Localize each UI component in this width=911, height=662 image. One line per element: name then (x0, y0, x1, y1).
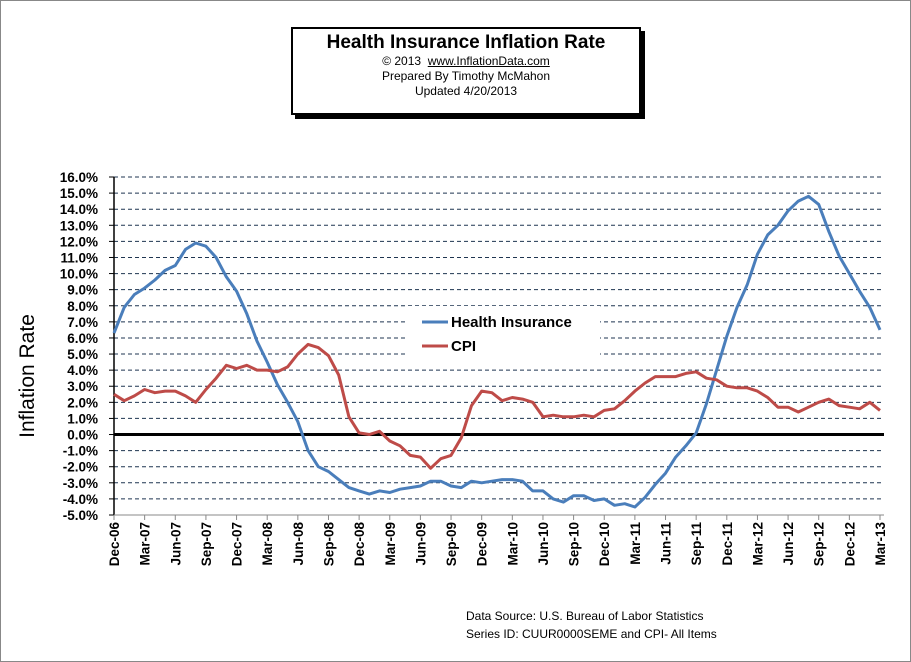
updated-date: Updated 4/20/2013 (414, 84, 518, 98)
x-tick-label: Mar-08 (260, 522, 275, 566)
x-tick-label: Dec-08 (352, 522, 367, 567)
x-tick-label: Jun-08 (291, 522, 306, 566)
y-tick-label: 14.0% (60, 202, 98, 217)
y-tick-label: 4.0% (67, 363, 98, 378)
x-tick-label: Sep-11 (689, 522, 704, 566)
y-tick-label: 0.0% (67, 428, 98, 443)
x-tick-label: Sep-10 (567, 522, 582, 566)
y-tick-label: 9.0% (67, 283, 98, 298)
x-tick-label: Dec-07 (230, 522, 245, 566)
prepared-by: Prepared By Timothy McMahon (381, 69, 551, 83)
x-tick-label: Mar-09 (383, 522, 398, 566)
y-tick-label: -5.0% (63, 508, 98, 523)
x-tick-label: Sep-07 (199, 522, 214, 566)
y-tick-label: 8.0% (67, 299, 98, 314)
x-tick-label: Mar-12 (750, 522, 765, 566)
y-tick-label: 16.0% (60, 170, 98, 185)
y-tick-label: 15.0% (60, 186, 98, 201)
x-tick-label: Jun-11 (659, 522, 674, 565)
y-tick-label: 11.0% (60, 250, 98, 265)
y-tick-label: 13.0% (60, 218, 98, 233)
y-tick-label: -3.0% (63, 476, 98, 491)
y-tick-label: 1.0% (67, 411, 98, 426)
series-line-health-insurance (112, 194, 882, 509)
copyright: © 2013 (382, 54, 422, 68)
y-tick-label: 3.0% (67, 379, 98, 394)
x-tick-label: Sep-09 (444, 522, 459, 566)
y-tick-label: 2.0% (67, 395, 98, 410)
y-tick-label: 10.0% (60, 267, 98, 282)
x-tick-label: Mar-07 (138, 522, 153, 566)
series-line-cpi (113, 342, 881, 470)
y-tick-label: 12.0% (60, 234, 98, 249)
x-tick-label: Dec-06 (107, 522, 122, 567)
y-tick-label: 6.0% (67, 331, 98, 346)
x-tick-label: Jun-12 (781, 522, 796, 566)
x-tick-label: Sep-08 (321, 522, 336, 567)
x-tick-label: Sep-12 (812, 522, 827, 566)
x-tick-label: Mar-13 (873, 522, 888, 566)
title-box: Health Insurance Inflation Rate © 2013 w… (291, 27, 641, 115)
x-tick-label: Mar-11 (628, 522, 643, 565)
y-tick-label: -1.0% (63, 444, 98, 459)
x-tick-label: Jun-07 (168, 522, 183, 566)
source-line-1: Data Source: U.S. Bureau of Labor Statis… (466, 609, 704, 623)
x-tick-label: Dec-12 (842, 522, 857, 566)
x-tick-label: Mar-10 (505, 522, 520, 566)
y-tick-label: 7.0% (67, 315, 98, 330)
y-tick-label: -2.0% (63, 460, 98, 475)
x-tick-label: Dec-10 (597, 522, 612, 566)
data-source: Data Source: U.S. Bureau of Labor Statis… (466, 607, 717, 643)
x-tick-label: Jun-09 (413, 522, 428, 566)
x-tick-label: Dec-11 (720, 522, 735, 566)
legend-box (405, 306, 600, 362)
x-tick-label: Dec-09 (475, 522, 490, 566)
x-tick-label: Jun-10 (536, 522, 551, 566)
website-link[interactable]: www.InflationData.com (427, 54, 550, 68)
source-line-2: Series ID: CUUR0000SEME and CPI- All Ite… (466, 627, 717, 641)
chart-title: Health Insurance Inflation Rate (326, 32, 606, 53)
y-tick-label: 5.0% (67, 347, 98, 362)
legend-label: Health Insurance (451, 314, 572, 331)
y-tick-label: -4.0% (63, 492, 98, 507)
legend-label: CPI (451, 338, 476, 355)
